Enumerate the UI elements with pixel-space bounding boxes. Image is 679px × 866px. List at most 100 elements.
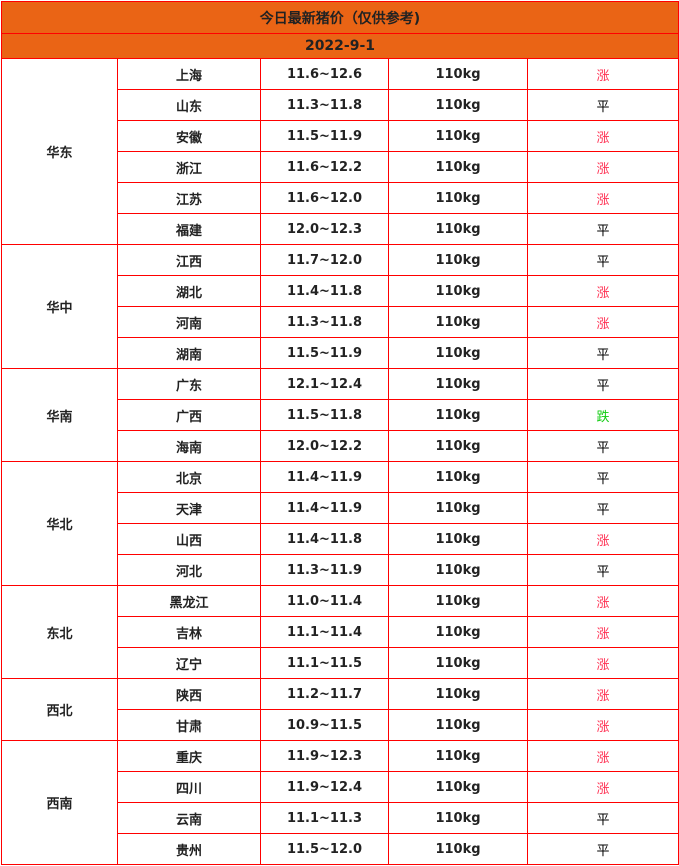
table-row: 云南 11.1~11.3 110kg 平 bbox=[2, 802, 679, 834]
price-range-cell: 12.0~12.2 bbox=[260, 430, 389, 462]
weight-cell: 110kg bbox=[388, 833, 528, 865]
price-range-cell: 12.1~12.4 bbox=[260, 368, 389, 400]
price-range-cell: 12.0~12.3 bbox=[260, 213, 389, 245]
trend-cell: 平 bbox=[527, 833, 679, 865]
table-row: 山西 11.4~11.8 110kg 涨 bbox=[2, 523, 679, 555]
trend-cell: 涨 bbox=[527, 647, 679, 679]
table-row: 华东 上海 11.6~12.6 110kg 涨 bbox=[1, 58, 679, 245]
trend-cell: 涨 bbox=[527, 585, 679, 617]
trend-cell: 涨 bbox=[527, 709, 679, 741]
trend-cell: 涨 bbox=[527, 523, 679, 555]
trend-cell: 平 bbox=[527, 430, 679, 462]
weight-cell: 110kg bbox=[388, 740, 528, 772]
price-range-cell: 11.6~12.0 bbox=[260, 182, 389, 214]
price-range-cell: 11.3~11.8 bbox=[260, 89, 389, 121]
price-range-cell: 11.4~11.8 bbox=[260, 523, 389, 555]
province-cell: 海南 bbox=[117, 430, 261, 462]
province-cell: 辽宁 bbox=[117, 647, 261, 679]
weight-cell: 110kg bbox=[388, 802, 528, 834]
table-row: 湖北 11.4~11.8 110kg 涨 bbox=[2, 275, 679, 307]
table-row: 福建 12.0~12.3 110kg 平 bbox=[2, 213, 679, 245]
weight-cell: 110kg bbox=[388, 709, 528, 741]
region-cell: 华东 bbox=[1, 58, 118, 245]
region-cell: 西南 bbox=[1, 740, 118, 865]
weight-cell: 110kg bbox=[388, 554, 528, 586]
trend-cell: 涨 bbox=[527, 740, 679, 772]
trend-cell: 涨 bbox=[527, 678, 679, 710]
table-row: 天津 11.4~11.9 110kg 平 bbox=[2, 492, 679, 524]
region-cell: 华南 bbox=[1, 368, 118, 462]
price-range-cell: 11.5~11.9 bbox=[260, 337, 389, 369]
table-row: 湖南 11.5~11.9 110kg 平 bbox=[2, 337, 679, 369]
trend-cell: 平 bbox=[527, 244, 679, 276]
price-range-cell: 11.9~12.4 bbox=[260, 771, 389, 803]
table-row: 江苏 11.6~12.0 110kg 涨 bbox=[2, 182, 679, 214]
trend-cell: 平 bbox=[527, 213, 679, 245]
weight-cell: 110kg bbox=[388, 399, 528, 431]
region-cell: 华北 bbox=[1, 461, 118, 586]
weight-cell: 110kg bbox=[388, 461, 528, 493]
province-cell: 安徽 bbox=[117, 120, 261, 152]
price-range-cell: 11.1~11.3 bbox=[260, 802, 389, 834]
trend-cell: 涨 bbox=[527, 306, 679, 338]
province-cell: 江苏 bbox=[117, 182, 261, 214]
price-range-cell: 10.9~11.5 bbox=[260, 709, 389, 741]
weight-cell: 110kg bbox=[388, 585, 528, 617]
table-row: 河北 11.3~11.9 110kg 平 bbox=[2, 554, 679, 586]
province-cell: 重庆 bbox=[117, 740, 261, 772]
province-cell: 陕西 bbox=[117, 678, 261, 710]
province-cell: 湖北 bbox=[117, 275, 261, 307]
weight-cell: 110kg bbox=[388, 120, 528, 152]
weight-cell: 110kg bbox=[388, 492, 528, 524]
table-row: 安徽 11.5~11.9 110kg 涨 bbox=[2, 120, 679, 152]
weight-cell: 110kg bbox=[388, 244, 528, 276]
table-row: 华北 北京 11.4~11.9 110kg 平 bbox=[1, 461, 679, 586]
weight-cell: 110kg bbox=[388, 771, 528, 803]
price-range-cell: 11.6~12.6 bbox=[260, 58, 389, 90]
province-cell: 吉林 bbox=[117, 616, 261, 648]
table-row: 浙江 11.6~12.2 110kg 涨 bbox=[2, 151, 679, 183]
table-row: 东北 黑龙江 11.0~11.4 110kg 涨 bbox=[1, 585, 679, 679]
trend-cell: 涨 bbox=[527, 151, 679, 183]
price-range-cell: 11.9~12.3 bbox=[260, 740, 389, 772]
price-range-cell: 11.1~11.5 bbox=[260, 647, 389, 679]
price-range-cell: 11.2~11.7 bbox=[260, 678, 389, 710]
trend-cell: 平 bbox=[527, 554, 679, 586]
province-cell: 天津 bbox=[117, 492, 261, 524]
table-row: 西南 重庆 11.9~12.3 110kg 涨 bbox=[1, 740, 679, 865]
weight-cell: 110kg bbox=[388, 430, 528, 462]
province-cell: 山东 bbox=[117, 89, 261, 121]
weight-cell: 110kg bbox=[388, 647, 528, 679]
weight-cell: 110kg bbox=[388, 275, 528, 307]
trend-cell: 平 bbox=[527, 492, 679, 524]
trend-cell: 跌 bbox=[527, 399, 679, 431]
region-cell: 东北 bbox=[1, 585, 118, 679]
price-range-cell: 11.5~11.9 bbox=[260, 120, 389, 152]
region-cell: 华中 bbox=[1, 244, 118, 369]
weight-cell: 110kg bbox=[388, 151, 528, 183]
table-row: 河南 11.3~11.8 110kg 涨 bbox=[2, 306, 679, 338]
price-range-cell: 11.4~11.9 bbox=[260, 461, 389, 493]
weight-cell: 110kg bbox=[388, 337, 528, 369]
weight-cell: 110kg bbox=[388, 306, 528, 338]
price-range-cell: 11.1~11.4 bbox=[260, 616, 389, 648]
trend-cell: 平 bbox=[527, 337, 679, 369]
province-cell: 贵州 bbox=[117, 833, 261, 865]
trend-cell: 涨 bbox=[527, 58, 679, 90]
weight-cell: 110kg bbox=[388, 213, 528, 245]
trend-cell: 涨 bbox=[527, 616, 679, 648]
trend-cell: 涨 bbox=[527, 771, 679, 803]
weight-cell: 110kg bbox=[388, 58, 528, 90]
province-cell: 黑龙江 bbox=[117, 585, 261, 617]
table-row: 甘肃 10.9~11.5 110kg 涨 bbox=[2, 709, 679, 741]
province-cell: 上海 bbox=[117, 58, 261, 90]
province-cell: 浙江 bbox=[117, 151, 261, 183]
price-range-cell: 11.7~12.0 bbox=[260, 244, 389, 276]
trend-cell: 平 bbox=[527, 461, 679, 493]
weight-cell: 110kg bbox=[388, 523, 528, 555]
province-cell: 甘肃 bbox=[117, 709, 261, 741]
region-cell: 西北 bbox=[1, 678, 118, 741]
price-range-cell: 11.4~11.8 bbox=[260, 275, 389, 307]
trend-cell: 平 bbox=[527, 802, 679, 834]
